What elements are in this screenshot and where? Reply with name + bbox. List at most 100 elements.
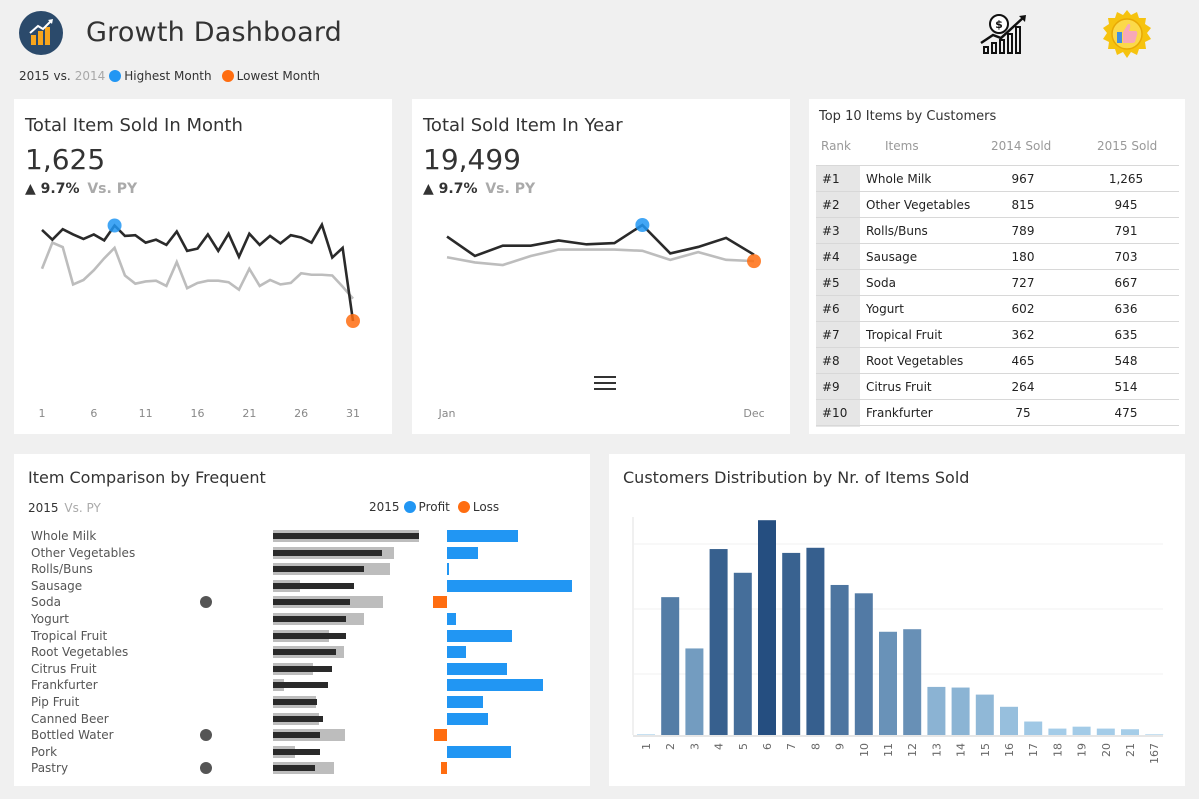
distribution-title: Customers Distribution by Nr. of Items S… <box>623 468 970 487</box>
distribution-bar <box>951 687 970 735</box>
year-kpi-value: 19,499 <box>423 143 521 176</box>
sold-2014-cell: 815 <box>1011 198 1035 212</box>
table-row[interactable]: #8 Root Vegetables 465 548 <box>816 347 1179 373</box>
table-row[interactable]: #2 Other Vegetables 815 945 <box>816 191 1179 217</box>
month-highest-point <box>107 218 122 233</box>
chart-growth-icon: $ <box>980 14 1026 54</box>
loss-bar <box>433 596 447 609</box>
month-series-2015-line <box>41 221 355 322</box>
comparison-right-legend: 2015 Profit Loss <box>369 500 499 514</box>
current-year-bar <box>273 599 350 606</box>
comparison-item-label: Pastry <box>31 761 69 776</box>
year-line-chart <box>446 218 761 269</box>
month-x-tick: 26 <box>294 407 309 420</box>
month-x-tick: 6 <box>90 407 98 420</box>
sold-2015-cell: 514 <box>1114 380 1138 394</box>
sold-2015-cell: 475 <box>1114 406 1138 420</box>
distribution-x-tick: 12 <box>906 743 919 757</box>
distribution-x-tick: 16 <box>1003 743 1016 757</box>
comparison-item-label: Rolls/Buns <box>31 562 93 577</box>
year-series-2015-line <box>446 223 755 258</box>
distribution-bar <box>1096 728 1115 735</box>
cmp-legend-vs: Vs. PY <box>64 501 101 515</box>
rank-cell: #5 <box>822 276 840 290</box>
sold-2014-cell: 602 <box>1011 302 1035 316</box>
profit-bar <box>447 530 519 542</box>
item-name-cell: Tropical Fruit <box>866 328 943 342</box>
rank-cell: #8 <box>822 354 840 368</box>
distribution-bar-chart: 1 2 3 4 5 6 7 8 9 10 11 12 13 14 15 16 17 18 19 20 21 167 <box>632 517 1164 764</box>
distribution-bar <box>806 547 825 735</box>
distribution-x-tick: 10 <box>858 743 871 757</box>
distribution-card: Customers Distribution by Nr. of Items S… <box>609 454 1185 786</box>
item-name-cell: Sausage <box>866 250 918 264</box>
profit-bar <box>447 613 457 625</box>
table-row[interactable]: #6 Yogurt 602 636 <box>816 295 1179 321</box>
distribution-bar <box>903 629 922 735</box>
loss-bar <box>433 729 447 742</box>
comparison-item-label: Soda <box>31 595 61 610</box>
month-kpi-change: ▲ 9.7% Vs. PY <box>25 181 137 197</box>
rank-cell: #2 <box>822 198 840 212</box>
distribution-x-tick: 11 <box>882 743 895 757</box>
rank-cell: #3 <box>822 224 840 238</box>
distribution-bar <box>709 549 728 735</box>
comparison-item-label: Other Vegetables <box>31 545 136 560</box>
sold-2014-cell: 75 <box>1015 406 1031 420</box>
distribution-x-tick: 7 <box>785 743 798 750</box>
comparison-item-label: Frankfurter <box>31 678 98 693</box>
table-row[interactable]: #5 Soda 727 667 <box>816 269 1179 295</box>
month-card-title: Total Item Sold In Month <box>25 115 243 136</box>
distribution-x-tick: 5 <box>737 743 750 750</box>
profit-bar <box>447 679 544 692</box>
top-items-card: Top 10 Items by Customers Rank Items 201… <box>809 99 1185 434</box>
comparison-item-label: Yogurt <box>31 612 69 626</box>
month-change-pct: ▲ 9.7% <box>25 181 80 197</box>
table-row[interactable]: #10 Frankfurter 75 475 <box>816 399 1179 425</box>
table-row[interactable]: #3 Rolls/Buns 789 791 <box>816 217 1179 243</box>
menu-icon[interactable] <box>594 375 616 391</box>
table-row[interactable]: #1 Whole Milk 967 1,265 <box>816 165 1179 191</box>
rank-cell: #9 <box>822 380 840 394</box>
profit-bar <box>447 712 489 725</box>
distribution-x-tick: 2 <box>664 743 677 750</box>
app-logo <box>19 11 63 55</box>
distribution-bar <box>637 734 655 735</box>
loss-flag-dot <box>200 729 212 742</box>
lowest-dot-icon <box>221 70 234 82</box>
month-x-tick: 21 <box>242 407 257 420</box>
header-legend: 2015 vs. 2014 Highest Month Lowest Month <box>19 69 320 83</box>
table-row[interactable]: #4 Sausage 180 703 <box>816 243 1179 269</box>
table-row[interactable]: #9 Citrus Fruit 264 514 <box>816 373 1179 399</box>
comparison-item-label: Root Vegetables <box>31 645 129 660</box>
item-name-cell: Root Vegetables <box>866 354 964 368</box>
col-header-2015: 2015 Sold <box>1097 139 1158 153</box>
sold-2014-cell: 967 <box>1011 172 1035 186</box>
cmp-legend-year: 2015 <box>28 501 59 515</box>
sold-2014-cell: 727 <box>1011 276 1035 290</box>
legend-vs: vs. <box>53 69 71 83</box>
distribution-bar <box>758 520 776 735</box>
distribution-bar <box>733 572 752 735</box>
month-x-tick: 31 <box>346 407 360 420</box>
top-items-title: Top 10 Items by Customers <box>819 109 997 124</box>
legend-prev-year: 2014 <box>74 69 106 83</box>
year-kpi-card: Total Sold Item In Year 19,499 ▲ 9.7% Vs… <box>412 99 790 434</box>
distribution-bar <box>1145 734 1164 735</box>
table-row[interactable]: #7 Tropical Fruit 362 635 <box>816 321 1179 347</box>
distribution-x-tick: 15 <box>979 743 992 757</box>
loss-dot-icon <box>457 501 470 513</box>
rank-cell: #7 <box>822 328 840 342</box>
profit-bar <box>447 745 512 758</box>
current-year-bar <box>273 616 347 622</box>
loss-flag-dot <box>200 596 212 609</box>
legend-year: 2015 <box>19 69 50 83</box>
distribution-x-tick: 167 <box>1148 743 1161 764</box>
sold-2014-cell: 465 <box>1011 354 1035 368</box>
profit-bar <box>447 696 483 708</box>
legend-highest: Highest Month <box>124 69 212 83</box>
year-change-pct: ▲ 9.7% <box>423 181 478 197</box>
profit-bar <box>447 579 572 592</box>
distribution-x-tick: 19 <box>1076 743 1089 757</box>
thumbs-up-badge-icon <box>1103 10 1151 58</box>
